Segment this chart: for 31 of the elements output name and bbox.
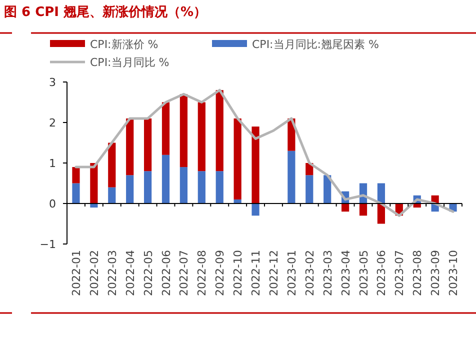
y-tick-label: 1	[49, 157, 56, 170]
x-tick-label: 2023-06	[375, 250, 388, 296]
x-tick-label: 2022-09	[214, 250, 227, 296]
y-tick-label: 2	[49, 116, 56, 130]
x-tick-label: 2022-02	[88, 250, 101, 296]
x-tick-label: 2023-10	[447, 250, 460, 296]
x-tick-label: 2022-12	[267, 250, 280, 296]
y-tick-label: 3	[49, 76, 56, 89]
x-tick-label: 2022-06	[160, 250, 173, 296]
x-tick-label: 2022-08	[196, 250, 209, 296]
x-tick-label: 2022-10	[232, 250, 245, 296]
x-tick-label: 2023-09	[429, 250, 442, 296]
x-tick-label: 2022-03	[106, 250, 119, 296]
x-tick-label: 2023-03	[321, 250, 334, 296]
x-tick-label: 2023-05	[357, 250, 370, 296]
x-tick-label: 2023-08	[411, 250, 424, 296]
x-tick-label: 2022-05	[142, 250, 155, 296]
chart-title: 图 6 CPI 翘尾、新涨价情况（%）	[4, 4, 207, 20]
x-tick-label: 2023-02	[303, 250, 316, 296]
x-tick-label: 2023-07	[393, 250, 406, 296]
legend-label: CPI:新涨价 %	[90, 38, 158, 51]
y-tick-label: −1	[40, 238, 56, 251]
y-tick-label: 0	[49, 198, 56, 210]
x-tick-label: 2023-04	[339, 250, 352, 296]
x-tick-label: 2022-11	[250, 250, 263, 296]
x-tick-label: 2022-07	[178, 250, 191, 296]
x-tick-label: 2023-01	[285, 250, 298, 296]
x-tick-label: 2022-01	[70, 250, 83, 296]
legend-label: CPI:当月同比:翘尾因素 %	[252, 38, 379, 51]
legend-label: CPI:当月同比 %	[90, 56, 170, 69]
x-tick-label: 2022-04	[124, 250, 137, 296]
